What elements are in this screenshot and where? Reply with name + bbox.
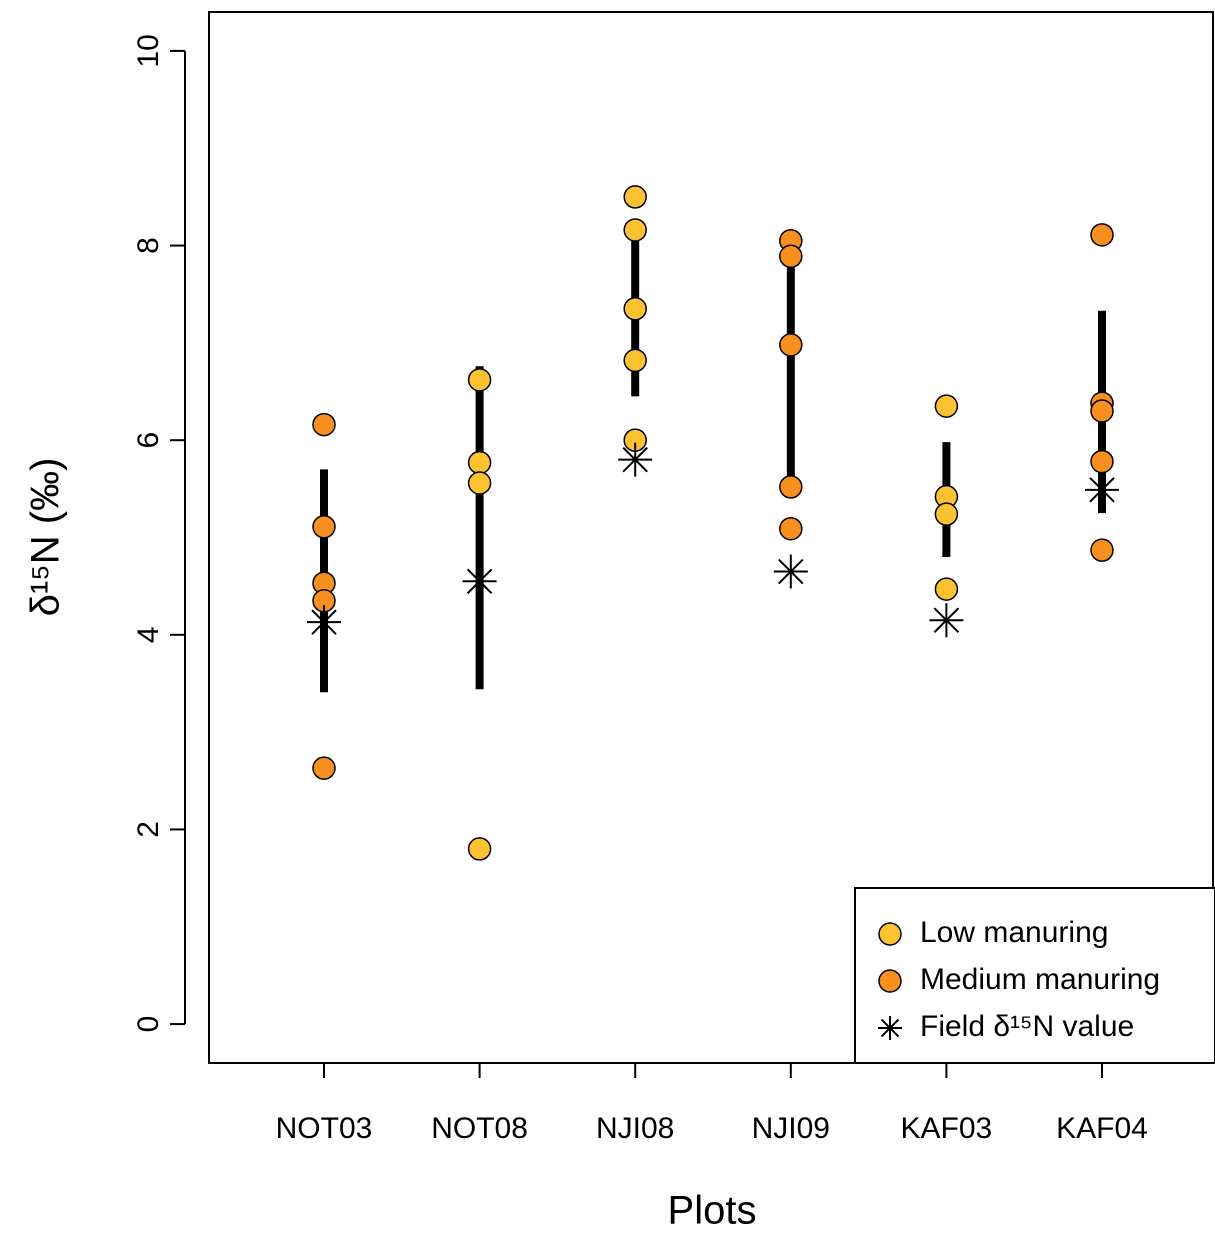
x-tick-label: KAF04 [1056,1112,1148,1145]
field-marker [462,564,497,599]
data-point [467,471,492,495]
y-tick-label: 2 [132,821,165,838]
data-point [467,368,492,392]
data-point [934,502,959,526]
legend-marker [878,922,902,946]
y-tick-label: 8 [132,237,165,254]
data-point [312,412,336,437]
data-point [1090,538,1114,562]
x-tick-label: NOT08 [431,1112,528,1145]
field-marker [307,605,341,640]
x-tick-label: NJI09 [752,1112,830,1145]
data-point [312,756,336,780]
field-marker [618,442,653,477]
data-point [779,475,803,499]
legend-box [854,887,1215,1064]
data-point [623,348,647,373]
y-tick-label: 4 [132,626,165,643]
data-point [467,450,492,475]
data-point [1090,399,1114,423]
data-point [623,218,647,242]
field-marker [929,603,964,638]
plot-frame [208,11,1214,1064]
field-marker [773,554,808,589]
legend-label: Medium manuring [920,963,1160,996]
data-point [467,837,492,861]
y-tick-label: 0 [132,1016,165,1033]
y-tick-label: 10 [132,34,165,67]
legend-marker [878,1016,902,1040]
data-point [934,577,959,601]
y-tick-label: 6 [132,432,165,449]
y-axis-label: δ¹⁵N (‰) [24,458,68,617]
x-tick-label: NJI08 [596,1112,674,1145]
field-marker [1085,472,1119,507]
data-point [623,185,647,209]
data-point [1090,449,1114,474]
data-point [623,297,647,321]
legend-label: Low manuring [920,916,1108,949]
x-axis-label: Plots [668,1189,757,1233]
data-point [312,515,336,539]
legend-marker [878,969,902,993]
data-point [779,244,803,269]
data-point [779,333,803,357]
data-point [1090,223,1114,247]
x-tick-label: KAF03 [901,1112,993,1145]
legend-label: Field δ¹⁵N value [920,1010,1134,1043]
x-tick-label: NOT03 [276,1112,373,1145]
data-point [779,516,803,541]
data-point [934,394,959,418]
